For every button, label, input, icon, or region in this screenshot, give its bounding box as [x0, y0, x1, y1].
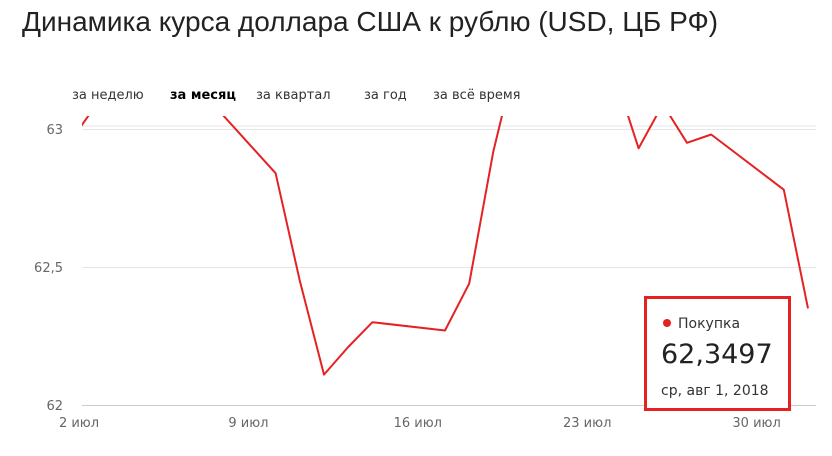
- x-tick-label: 23 июл: [563, 416, 611, 431]
- data-tooltip: Покупка 62,3497 ср, авг 1, 2018: [644, 296, 791, 411]
- x-tick-label: 30 июл: [732, 416, 780, 431]
- x-tick-label: 9 июл: [228, 416, 268, 431]
- tab-all-time[interactable]: за всё время: [433, 88, 521, 103]
- y-tick-label: 63: [46, 123, 63, 138]
- tab-week[interactable]: за неделю: [72, 88, 144, 103]
- tab-month[interactable]: за месяц: [170, 88, 236, 103]
- tooltip-series-label: Покупка: [663, 316, 740, 332]
- x-tick-label: 16 июл: [394, 416, 442, 431]
- y-tick-label: 62,5: [34, 261, 63, 276]
- tab-quarter[interactable]: за квартал: [256, 88, 331, 103]
- tooltip-date: ср, авг 1, 2018: [661, 383, 769, 399]
- series-line: [82, 116, 809, 376]
- tab-year[interactable]: за год: [364, 88, 407, 103]
- x-tick-label: 2 июл: [59, 416, 99, 431]
- tooltip-value: 62,3497: [661, 339, 773, 370]
- tooltip-series-name: Покупка: [678, 316, 741, 332]
- page-title: Динамика курса доллара США к рублю (USD,…: [22, 6, 719, 37]
- series-dot-icon: [663, 319, 671, 327]
- y-tick-label: 62: [46, 399, 63, 414]
